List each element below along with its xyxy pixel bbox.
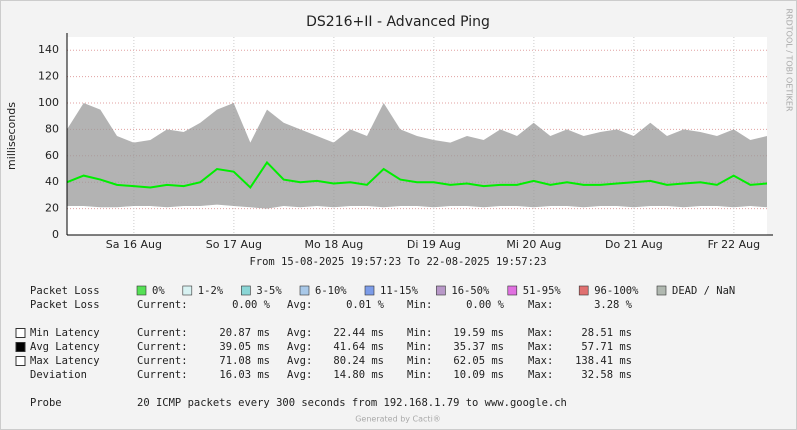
stat-value: 71.08 ms [219, 355, 270, 367]
stat-value: 32.58 ms [581, 369, 632, 381]
stat-value: 57.71 ms [581, 341, 632, 353]
x-tick-label: Di 19 Aug [407, 238, 461, 251]
probe-label: Probe [30, 397, 62, 409]
loss-legend-item: 11-15% [380, 285, 419, 297]
stat-value: 80.24 ms [333, 355, 384, 367]
latency-band [67, 103, 767, 209]
range-label: From 15-08-2025 19:57:23 To 22-08-2025 1… [249, 256, 546, 268]
stat-value: 14.80 ms [333, 369, 384, 381]
loss-legend-item: 51-95% [523, 285, 562, 297]
chart-title: DS216+II - Advanced Ping [306, 14, 490, 30]
x-tick-label: Sa 16 Aug [106, 238, 162, 251]
loss-swatch [507, 285, 518, 296]
series-swatch [15, 342, 26, 352]
stat-label: Max: [528, 341, 553, 353]
y-axis-label: milliseconds [5, 102, 18, 170]
y-tick-label: 80 [45, 122, 59, 135]
stat-value: 10.09 ms [453, 369, 504, 381]
stat-label: Min: [407, 327, 432, 339]
stat-value: 0.01 % [346, 299, 385, 311]
stat-label: Current: [137, 341, 188, 353]
stat-label: Max: [528, 299, 553, 311]
stat-value: 41.64 ms [333, 341, 384, 353]
loss-swatch [241, 285, 251, 296]
loss-legend-item: DEAD / NaN [672, 285, 735, 297]
stats-label: Packet Loss [30, 299, 100, 311]
loss-swatch [299, 285, 310, 296]
stat-label: Min: [407, 299, 432, 311]
stat-label: Min: [407, 355, 432, 367]
stat-value: 16.03 ms [219, 369, 270, 381]
stat-value: 22.44 ms [333, 327, 384, 339]
stat-label: Max: [528, 369, 553, 381]
x-tick-label: So 17 Aug [206, 238, 262, 251]
stat-value: 138.41 ms [575, 355, 632, 367]
stat-label: Avg: [287, 341, 312, 353]
series-swatch [15, 356, 26, 366]
y-tick-label: 120 [38, 70, 59, 83]
stat-label: Min: [407, 341, 432, 353]
stat-label: Avg: [287, 369, 312, 381]
y-tick-label: 20 [45, 202, 59, 215]
stat-label: Current: [137, 299, 188, 311]
y-tick-label: 100 [38, 96, 59, 109]
stat-label: Avg: [287, 327, 312, 339]
stat-value: 20.87 ms [219, 327, 270, 339]
x-tick-label: Do 21 Aug [605, 238, 663, 251]
stat-value: 0.00 % [466, 299, 505, 311]
loss-swatch [656, 285, 667, 296]
stat-label: Max: [528, 327, 553, 339]
series-name: Avg Latency [30, 341, 100, 353]
loss-legend-item: 96-100% [594, 285, 639, 297]
loss-swatch [578, 285, 589, 296]
stats-label: Deviation [30, 369, 87, 381]
stat-value: 28.51 ms [581, 327, 632, 339]
loss-legend-item: 6-10% [315, 285, 347, 297]
stat-label: Max: [528, 355, 553, 367]
loss-legend-label: Packet Loss [30, 285, 100, 297]
loss-swatch [182, 285, 193, 296]
stat-label: Min: [407, 369, 432, 381]
loss-swatch [436, 285, 446, 296]
loss-legend-item: 0% [152, 285, 165, 297]
x-tick-label: Mi 20 Aug [506, 238, 561, 251]
loss-legend-item: 16-50% [451, 285, 490, 297]
stat-value: 62.05 ms [453, 355, 504, 367]
stat-label: Current: [137, 327, 188, 339]
y-tick-label: 0 [52, 228, 59, 241]
y-tick-label: 140 [38, 43, 59, 56]
x-tick-label: Fr 22 Aug [708, 238, 761, 251]
stat-value: 39.05 ms [219, 341, 270, 353]
y-tick-label: 40 [45, 175, 59, 188]
stat-label: Avg: [287, 299, 312, 311]
stat-value: 0.00 % [232, 299, 271, 311]
stat-label: Current: [137, 355, 188, 367]
stat-value: 3.28 % [594, 299, 633, 311]
footer: Generated by Cacti® [355, 415, 441, 424]
loss-legend-item: 3-5% [256, 285, 282, 297]
stat-label: Current: [137, 369, 188, 381]
stat-label: Avg: [287, 355, 312, 367]
avg-line [66, 160, 768, 190]
stat-value: 19.59 ms [453, 327, 504, 339]
probe-text: 20 ICMP packets every 300 seconds from 1… [137, 397, 567, 409]
series-name: Max Latency [30, 355, 100, 367]
y-tick-label: 60 [45, 149, 59, 162]
x-tick-label: Mo 18 Aug [305, 238, 364, 251]
stat-value: 35.37 ms [453, 341, 504, 353]
loss-swatch [136, 285, 147, 296]
loss-legend-item: 1-2% [198, 285, 224, 297]
series-name: Min Latency [30, 327, 100, 339]
side-text: RRDTOOL / TOBI OETIKER [785, 8, 794, 111]
series-swatch [15, 328, 26, 338]
loss-swatch [364, 285, 375, 296]
